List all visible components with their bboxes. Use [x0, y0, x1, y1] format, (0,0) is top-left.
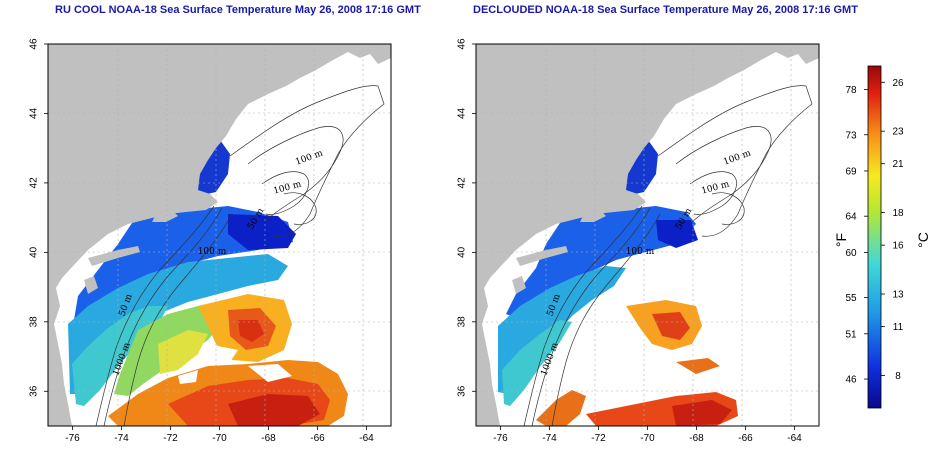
x-tick-label: -64 [787, 433, 802, 444]
celsius-tick-label: 16 [892, 241, 904, 252]
x-tick-label: -76 [65, 433, 80, 444]
x-tick-label: -66 [738, 433, 753, 444]
x-tick-label: -68 [261, 433, 276, 444]
y-tick-label: 42 [29, 177, 40, 189]
fahrenheit-tick-label: 55 [845, 293, 857, 304]
y-tick-label: 44 [29, 107, 40, 119]
y-tick-label: 42 [457, 177, 468, 189]
y-tick-label: 40 [457, 246, 468, 258]
x-tick-label: -74 [114, 433, 129, 444]
fahrenheit-tick-label: 64 [845, 212, 857, 223]
x-tick-label: -74 [542, 433, 557, 444]
axes-declouded: -76 -74 -72 -70 -68 -66 -64 36 38 40 42 44 46 [457, 38, 803, 444]
celsius-tick-label: 8 [895, 371, 901, 382]
y-tick-label: 36 [457, 385, 468, 397]
x-tick-label: -66 [310, 433, 325, 444]
fahrenheit-tick-label: 60 [845, 248, 857, 259]
celsius-tick-label: 26 [892, 78, 904, 89]
fahrenheit-tick-label: 46 [845, 375, 857, 386]
x-tick-label: -70 [212, 433, 227, 444]
celsius-tick-label: 18 [892, 208, 904, 219]
celsius-tick-label: 13 [892, 290, 904, 301]
fahrenheit-tick-label: 78 [845, 85, 857, 96]
x-tick-label: -68 [689, 433, 704, 444]
y-tick-label: 36 [29, 385, 40, 397]
celsius-tick-label: 21 [892, 159, 904, 170]
fahrenheit-tick-label: 69 [845, 166, 857, 177]
x-tick-label: -72 [591, 433, 606, 444]
axes-raw: -76 -74 -72 -70 -68 -66 -64 36 38 40 42 44 46 [29, 38, 375, 444]
colorbar: 26 23 21 18 16 13 11 8 78 73 69 64 60 55 51 46 °F °C [833, 65, 931, 409]
celsius-tick-label: 11 [893, 322, 904, 333]
y-tick-label: 38 [29, 316, 40, 328]
panel-title-raw: RU COOL NOAA-18 Sea Surface Temperature … [55, 4, 421, 16]
y-tick-label: 44 [457, 107, 468, 119]
y-tick-label: 38 [457, 316, 468, 328]
contour-label: 100 m [198, 247, 227, 257]
panel-title-declouded: DECLOUDED NOAA-18 Sea Surface Temperatur… [473, 4, 858, 16]
contour-label: 100 m [626, 247, 655, 257]
x-tick-label: -64 [359, 433, 374, 444]
fahrenheit-unit-label: °F [833, 233, 849, 247]
y-tick-label: 46 [29, 38, 40, 50]
colorbar-gradient [867, 65, 882, 409]
celsius-tick-label: 23 [892, 127, 904, 138]
x-tick-label: -76 [493, 433, 508, 444]
y-tick-label: 46 [457, 38, 468, 50]
y-tick-label: 40 [29, 246, 40, 258]
x-tick-label: -70 [640, 433, 655, 444]
fahrenheit-tick-label: 51 [845, 329, 857, 340]
x-tick-label: -72 [163, 433, 178, 444]
fahrenheit-tick-label: 73 [845, 130, 857, 141]
celsius-unit-label: °C [915, 232, 931, 248]
